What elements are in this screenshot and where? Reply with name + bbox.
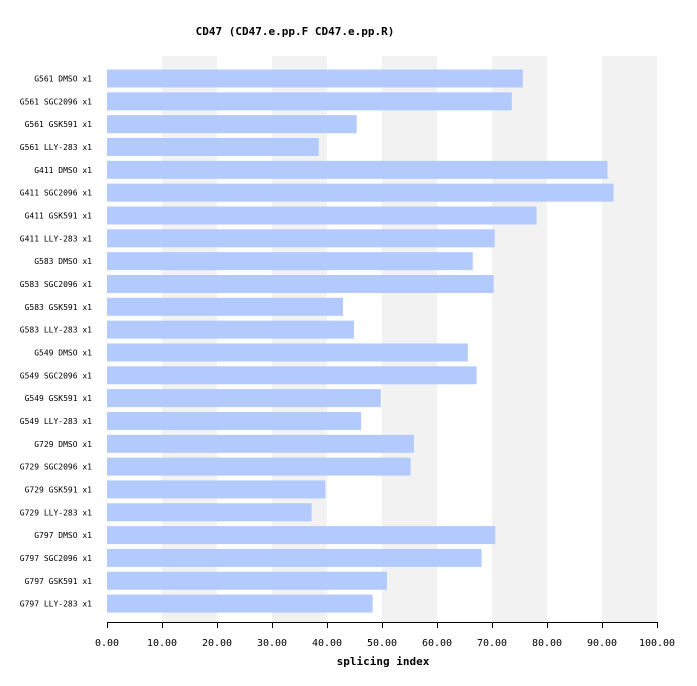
bar [107,160,608,179]
category-label: G583 LLY-283 x1 [20,326,92,335]
bar [107,594,373,613]
bar [107,69,523,88]
bars [107,69,614,613]
bar [107,297,343,316]
bar [107,411,362,430]
bar [107,252,473,271]
category-label: G411 DMSO x1 [34,166,92,175]
category-label: G583 SGC2096 x1 [20,280,92,289]
category-label: G549 SGC2096 x1 [20,371,92,380]
category-label: G797 GSK591 x1 [25,577,93,586]
bar [107,343,468,362]
chart-title: CD47 (CD47.e.pp.F CD47.e.pp.R) [196,25,395,38]
x-tick-label: 90.00 [587,638,617,649]
x-tick-label: 20.00 [202,638,232,649]
category-label: G797 LLY-283 x1 [20,600,92,609]
bar [107,320,354,339]
category-label: G729 LLY-283 x1 [20,508,92,517]
category-labels: G561 DMSO x1 G561 SGC2096 x1 G561 GSK591 x… [20,75,92,609]
x-tick-label: 70.00 [477,638,507,649]
category-label: G411 LLY-283 x1 [20,234,92,243]
category-label: G729 DMSO x1 [34,440,92,449]
category-label: G797 DMSO x1 [34,531,92,540]
x-tick-label: 80.00 [532,638,562,649]
bar [107,92,512,111]
category-label: G561 DMSO x1 [34,75,92,84]
x-tick-label: 60.00 [422,638,452,649]
bar [107,571,387,590]
category-label: G561 LLY-283 x1 [20,143,92,152]
bar [107,503,312,522]
category-label: G729 GSK591 x1 [25,485,93,494]
category-label: G411 SGC2096 x1 [20,189,92,198]
bar [107,389,381,408]
x-tick-label: 50.00 [367,638,397,649]
category-label: G583 GSK591 x1 [25,303,93,312]
bar [107,183,614,202]
x-tick-label: 30.00 [257,638,287,649]
category-label: G583 DMSO x1 [34,257,92,266]
grid-band [492,56,547,622]
x-tick-label: 100.00 [639,638,675,649]
category-label: G549 LLY-283 x1 [20,417,92,426]
bar [107,274,494,293]
x-tick-label: 40.00 [312,638,342,649]
x-axis: 0.00 10.00 20.00 30.00 40.00 50.00 60.00 70.00 8… [95,622,675,649]
category-label: G561 GSK591 x1 [25,120,93,129]
category-label: G411 GSK591 x1 [25,211,93,220]
bar [107,434,414,453]
grid-band [602,56,657,622]
bar [107,115,357,134]
bar [107,229,495,248]
x-tick-label: 10.00 [147,638,177,649]
x-axis-label: splicing index [337,655,430,668]
category-label: G561 SGC2096 x1 [20,97,92,106]
bar [107,366,477,385]
bar [107,137,319,156]
x-tick-label: 0.00 [95,638,119,649]
bar [107,457,411,476]
bar [107,480,326,499]
bar [107,526,496,545]
category-label: G729 SGC2096 x1 [20,463,92,472]
category-label: G549 DMSO x1 [34,348,92,357]
bar [107,548,482,567]
category-label: G549 GSK591 x1 [25,394,93,403]
bar [107,206,537,225]
category-label: G797 SGC2096 x1 [20,554,92,563]
